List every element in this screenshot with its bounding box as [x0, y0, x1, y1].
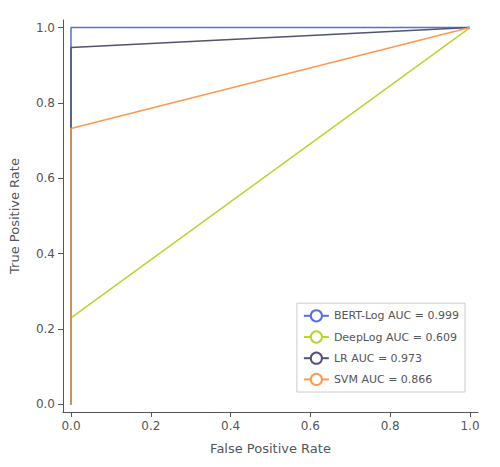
svg-text:0.2: 0.2 [141, 419, 160, 433]
svg-text:0.2: 0.2 [36, 322, 55, 336]
svg-text:0.8: 0.8 [381, 419, 400, 433]
svg-text:0.0: 0.0 [36, 397, 55, 411]
svg-text:BERT-Log AUC = 0.999: BERT-Log AUC = 0.999 [334, 309, 459, 322]
svg-text:0.4: 0.4 [36, 247, 55, 261]
svg-text:1.0: 1.0 [460, 419, 479, 433]
svg-text:SVM AUC = 0.866: SVM AUC = 0.866 [334, 373, 432, 386]
svg-text:LR AUC = 0.973: LR AUC = 0.973 [334, 352, 422, 365]
svg-text:True Positive Rate: True Positive Rate [7, 158, 22, 275]
svg-text:0.6: 0.6 [36, 171, 55, 185]
svg-text:0.6: 0.6 [301, 419, 320, 433]
svg-text:1.0: 1.0 [36, 21, 55, 35]
svg-text:0.0: 0.0 [61, 419, 80, 433]
svg-text:False Positive Rate: False Positive Rate [210, 441, 331, 456]
svg-text:0.8: 0.8 [36, 96, 55, 110]
svg-text:0.4: 0.4 [221, 419, 240, 433]
svg-text:DeepLog AUC = 0.609: DeepLog AUC = 0.609 [334, 331, 457, 344]
